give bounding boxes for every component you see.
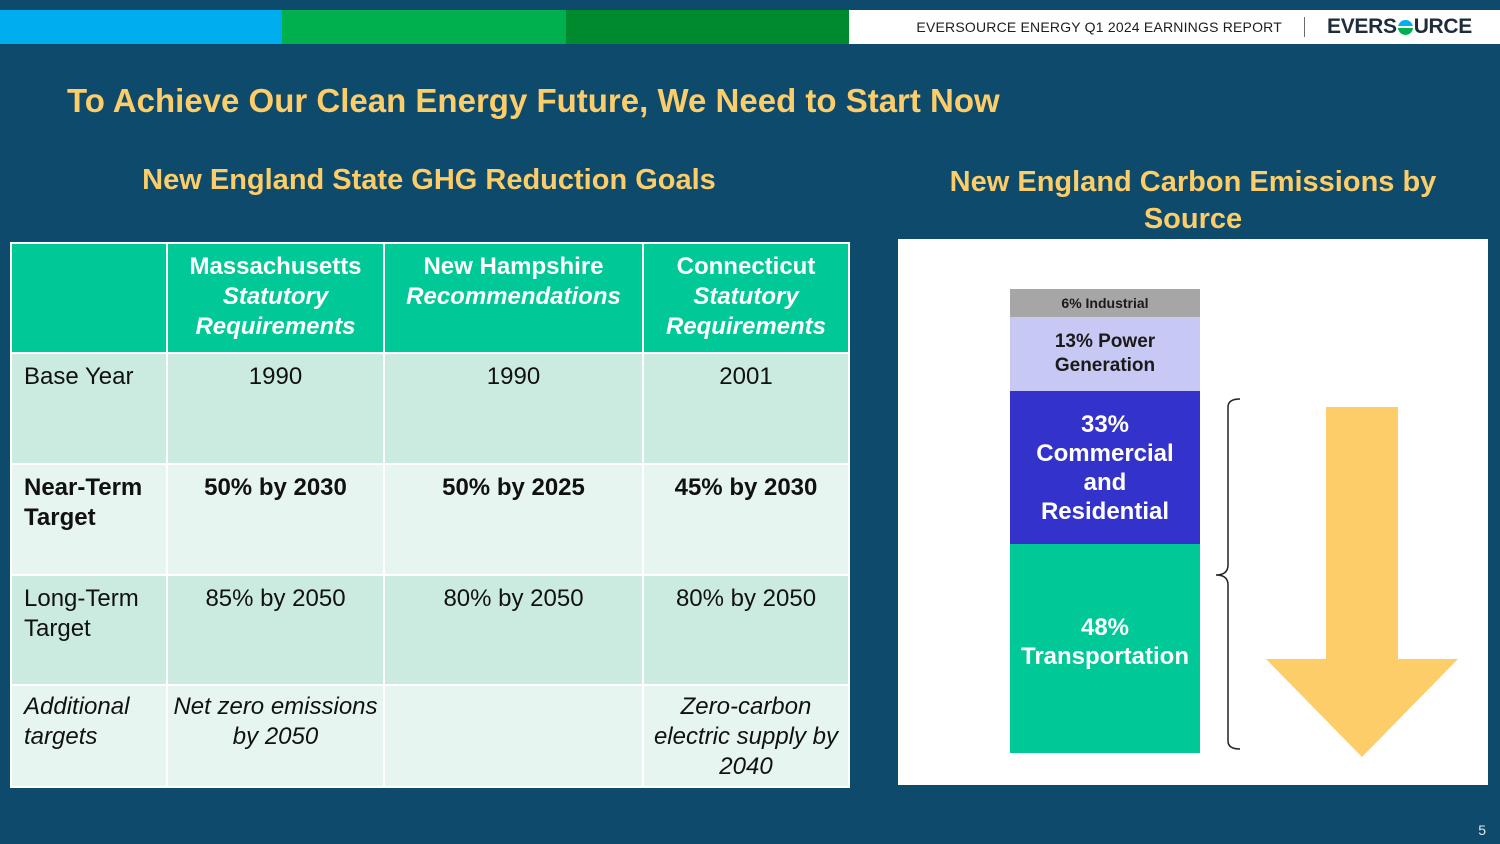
bar-segment-commercial-residential: 33% Commercial and Residential <box>1010 391 1200 544</box>
table-header-new-hampshire: New Hampshire Recommendations <box>383 242 644 354</box>
table-cell: 80% by 2050 <box>642 574 850 686</box>
table-row: Base Year 1990 1990 2001 <box>10 352 850 465</box>
slide-title: To Achieve Our Clean Energy Future, We N… <box>67 82 1000 119</box>
table-cell: 2001 <box>642 352 850 465</box>
page-number: 5 <box>1478 822 1486 838</box>
segment-label-commercial-residential: 33% Commercial and Residential <box>1036 410 1174 525</box>
segment-label-transportation: 48% Transportation <box>1020 613 1189 670</box>
header-color-bar-green <box>282 10 566 44</box>
eversource-logo: EVERS URCE <box>1327 15 1472 39</box>
down-arrow-icon <box>1266 407 1458 757</box>
bar-segment-transportation: 48% Transportation <box>1010 544 1200 753</box>
logo-o-icon <box>1397 19 1413 35</box>
emissions-chart: 6% Industrial 13% Power Generation 33% C… <box>898 239 1488 785</box>
table-cell: 85% by 2050 <box>166 574 385 686</box>
table-row: Additional targets Net zero emissions by… <box>10 684 850 788</box>
ghg-goals-table: Massachusetts Statutory Requirements New … <box>10 242 850 788</box>
bar-segment-industrial: 6% Industrial <box>1010 289 1200 317</box>
top-strip <box>0 0 1500 10</box>
row-label: Long-Term Target <box>10 574 168 686</box>
table-header-connecticut: Connecticut Statutory Requirements <box>642 242 850 354</box>
table-cell: 50% by 2030 <box>166 463 385 576</box>
table-cell: 50% by 2025 <box>383 463 644 576</box>
row-label: Base Year <box>10 352 168 465</box>
table-row: Long-Term Target 85% by 2050 80% by 2050… <box>10 574 850 686</box>
table-row: Near-Term Target 50% by 2030 50% by 2025… <box>10 463 850 576</box>
table-cell: Net zero emissions by 2050 <box>166 684 385 788</box>
bar-segment-power-generation: 13% Power Generation <box>1010 317 1200 391</box>
table-cell: 1990 <box>383 352 644 465</box>
table-header-empty <box>10 242 168 354</box>
table-cell: 45% by 2030 <box>642 463 850 576</box>
header: EVERSOURCE ENERGY Q1 2024 EARNINGS REPOR… <box>849 10 1500 44</box>
row-label: Near-Term Target <box>10 463 168 576</box>
table-cell: 80% by 2050 <box>383 574 644 686</box>
header-color-bar-dark-green <box>566 10 849 44</box>
report-title: EVERSOURCE ENERGY Q1 2024 EARNINGS REPOR… <box>916 19 1282 35</box>
table-header-massachusetts: Massachusetts Statutory Requirements <box>166 242 385 354</box>
logo-text-right: URCE <box>1413 15 1473 38</box>
table-heading: New England State GHG Reduction Goals <box>142 164 716 196</box>
table-cell: 1990 <box>166 352 385 465</box>
table-cell: Zero-carbon electric supply by 2040 <box>642 684 850 788</box>
chart-heading: New England Carbon Emissions by Source <box>949 166 1437 235</box>
bracket-icon <box>1215 398 1241 750</box>
table-cell <box>383 684 644 788</box>
header-divider <box>1303 17 1305 37</box>
header-color-bar-blue <box>0 10 282 44</box>
table-header-row: Massachusetts Statutory Requirements New … <box>10 242 850 354</box>
segment-label-power-generation: 13% Power Generation <box>1054 331 1156 376</box>
logo-text-left: EVERS <box>1326 15 1397 38</box>
row-label: Additional targets <box>10 684 168 788</box>
